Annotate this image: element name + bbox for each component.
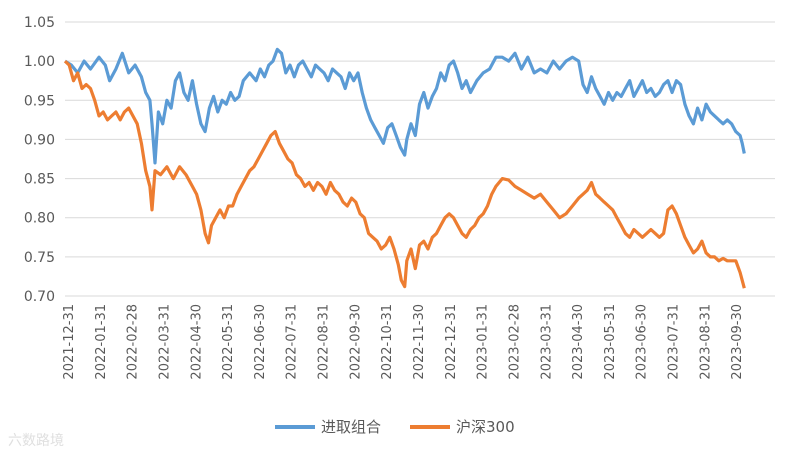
y-tick-label: 0.70 <box>24 289 55 305</box>
x-tick-label: 2023-07-31 <box>667 304 682 380</box>
y-tick-label: 0.80 <box>24 211 55 227</box>
x-tick-label: 2023-02-28 <box>507 304 522 380</box>
series-line-1 <box>63 59 746 289</box>
y-tick-label: 0.90 <box>24 132 55 148</box>
x-tick-label: 2022-03-31 <box>157 304 172 380</box>
legend-label-1: 沪深300 <box>456 418 515 436</box>
watermark-text: 六数路境 <box>8 433 64 449</box>
x-tick-label: 2022-10-31 <box>380 304 395 380</box>
x-tick-label: 2021-12-31 <box>62 304 77 380</box>
x-tick-label: 2022-12-31 <box>444 304 459 380</box>
x-tick-label: 2022-09-30 <box>348 304 363 380</box>
x-tick-label: 2022-08-31 <box>317 304 332 380</box>
x-axis-ticks: 2021-12-31 2022-01-31 2022-02-28 2022-03-31… <box>62 304 745 380</box>
y-axis-ticks: 0.70 0.75 0.80 0.85 0.90 0.95 1.00 1.05 <box>24 15 55 305</box>
series-line-0 <box>64 47 746 165</box>
x-tick-label: 2022-06-30 <box>253 304 268 380</box>
x-tick-label: 2022-05-31 <box>221 304 236 380</box>
x-tick-label: 2022-07-31 <box>285 304 300 380</box>
x-tick-label: 2023-01-31 <box>476 304 491 380</box>
series-lines <box>63 47 746 289</box>
y-tick-label: 1.00 <box>24 54 55 70</box>
watermark-logo: 六数路境 <box>8 430 64 450</box>
gridlines <box>65 21 775 297</box>
x-tick-label: 2023-06-30 <box>635 304 650 380</box>
legend-label-0: 进取组合 <box>321 418 381 436</box>
legend: 进取组合 沪深300 <box>275 418 515 436</box>
y-tick-label: 0.85 <box>24 172 55 188</box>
x-tick-label: 2023-05-31 <box>603 304 618 380</box>
y-tick-label: 0.95 <box>24 93 55 109</box>
x-tick-label: 2022-04-30 <box>189 304 204 380</box>
x-tick-label: 2022-11-30 <box>412 304 427 380</box>
x-tick-label: 2022-01-31 <box>94 304 109 380</box>
x-tick-label: 2023-08-31 <box>698 304 713 380</box>
x-tick-label: 2023-04-30 <box>571 304 586 380</box>
y-tick-label: 1.05 <box>24 15 55 31</box>
x-tick-label: 2023-09-30 <box>730 304 745 380</box>
y-tick-label: 0.75 <box>24 250 55 266</box>
x-tick-label: 2022-02-28 <box>126 304 141 380</box>
x-tick-label: 2023-03-31 <box>539 304 554 380</box>
